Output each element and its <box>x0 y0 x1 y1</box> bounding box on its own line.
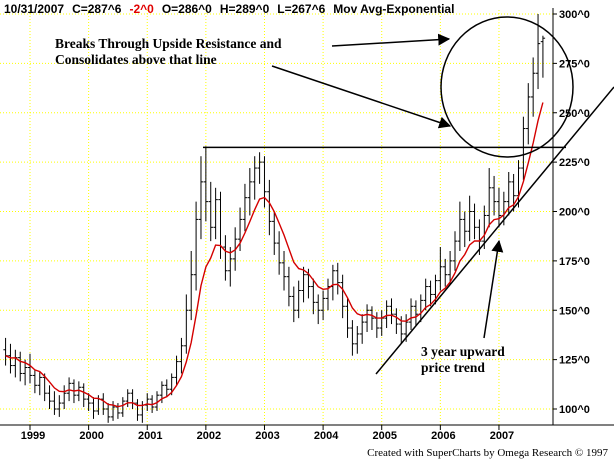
x-axis-label: 2006 <box>431 430 455 442</box>
x-axis-label: 2005 <box>372 430 396 442</box>
credit-text: Created with SuperCharts by Omega Resear… <box>367 447 608 459</box>
breakout-arrow-lower <box>271 65 452 129</box>
quote-close: C=287^6 <box>72 2 122 16</box>
annotation-breakout-line2: Consolidates above that line <box>55 52 217 67</box>
y-axis-label: 250^0 <box>559 108 590 120</box>
ema-line <box>5 102 544 408</box>
y-axis-label: 175^0 <box>559 256 590 268</box>
y-axis-label: 200^0 <box>559 207 590 219</box>
x-axis-label: 2004 <box>314 430 339 442</box>
x-axis-label: 2000 <box>79 430 103 442</box>
y-axis-label: 275^0 <box>559 58 590 70</box>
quote-low: L=267^6 <box>277 2 326 16</box>
quote-date: 10/31/2007 <box>4 2 65 16</box>
x-axis-label: 2007 <box>490 430 514 442</box>
annotation-trend-line2: price trend <box>421 360 485 375</box>
trend-arrow <box>483 239 504 339</box>
x-axis-label: 1999 <box>21 430 45 442</box>
annotation-trend-line1: 3 year upward <box>421 344 505 359</box>
annotation-trend: 3 year upward price trend <box>421 344 505 376</box>
y-axis-label: 150^0 <box>559 305 590 317</box>
breakout-ellipse <box>440 16 574 158</box>
quote-open: O=286^0 <box>161 2 212 16</box>
x-axis-label: 2002 <box>197 430 221 442</box>
quote-ma-label: Mov Avg-Exponential <box>333 2 455 16</box>
quote-header: 10/31/2007 C=287^6 -2^0 O=286^0 H=289^0 L=267… <box>4 2 462 16</box>
y-axis-label: 300^0 <box>559 9 590 21</box>
trend-line <box>375 86 614 375</box>
x-axis-label: 2003 <box>255 430 279 442</box>
breakout-arrow-upper <box>331 33 451 47</box>
annotation-breakout-line1: Breaks Through Upside Resistance and <box>55 36 282 51</box>
x-axis-label: 2001 <box>138 430 162 442</box>
quote-change: -2^0 <box>129 2 154 16</box>
quote-high: H=289^0 <box>219 2 270 16</box>
y-axis-label: 100^0 <box>559 404 590 416</box>
annotation-breakout: Breaks Through Upside Resistance and Con… <box>55 36 282 68</box>
y-axis-label: 125^0 <box>559 355 590 367</box>
y-axis-label: 225^0 <box>559 157 590 169</box>
